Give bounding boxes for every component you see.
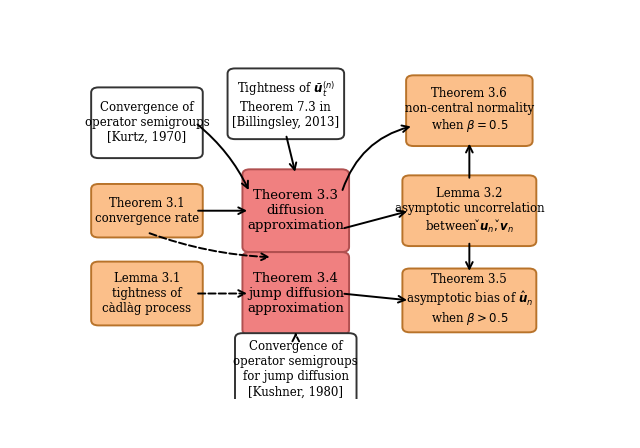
FancyBboxPatch shape — [243, 169, 349, 252]
FancyBboxPatch shape — [403, 175, 536, 246]
FancyBboxPatch shape — [243, 252, 349, 335]
Text: Lemma 3.1
tightness of
càdlàg process: Lemma 3.1 tightness of càdlàg process — [102, 272, 191, 315]
Text: Tightness of $\bar{\boldsymbol{u}}_t^{(n)}$
Theorem 7.3 in
[Billingsley, 2013]: Tightness of $\bar{\boldsymbol{u}}_t^{(n… — [232, 79, 339, 129]
Text: Lemma 3.2
asymptotic uncorrelation
between $\check{\boldsymbol{u}}_n, \check{\bo: Lemma 3.2 asymptotic uncorrelation betwe… — [394, 187, 544, 235]
FancyBboxPatch shape — [235, 333, 356, 405]
Text: Theorem 3.6
non-central normality
when $\beta = 0.5$: Theorem 3.6 non-central normality when $… — [404, 87, 534, 134]
Text: Convergence of
operator semigroups
[Kurtz, 1970]: Convergence of operator semigroups [Kurt… — [84, 101, 209, 144]
Text: Theorem 3.4
jump diffusion
approximation: Theorem 3.4 jump diffusion approximation — [247, 272, 344, 315]
FancyBboxPatch shape — [403, 268, 536, 332]
Text: Theorem 3.1
convergence rate: Theorem 3.1 convergence rate — [95, 197, 199, 225]
FancyBboxPatch shape — [91, 87, 203, 158]
FancyBboxPatch shape — [91, 184, 203, 237]
Text: Convergence of
operator semigroups
for jump diffusion
[Kushner, 1980]: Convergence of operator semigroups for j… — [234, 340, 358, 398]
FancyBboxPatch shape — [91, 262, 203, 325]
FancyBboxPatch shape — [406, 75, 532, 146]
Text: Theorem 3.5
asymptotic bias of $\hat{\boldsymbol{u}}_n$
when $\beta > 0.5$: Theorem 3.5 asymptotic bias of $\hat{\bo… — [406, 273, 533, 327]
FancyBboxPatch shape — [228, 69, 344, 139]
Text: Theorem 3.3
diffusion
approximation: Theorem 3.3 diffusion approximation — [247, 189, 344, 232]
